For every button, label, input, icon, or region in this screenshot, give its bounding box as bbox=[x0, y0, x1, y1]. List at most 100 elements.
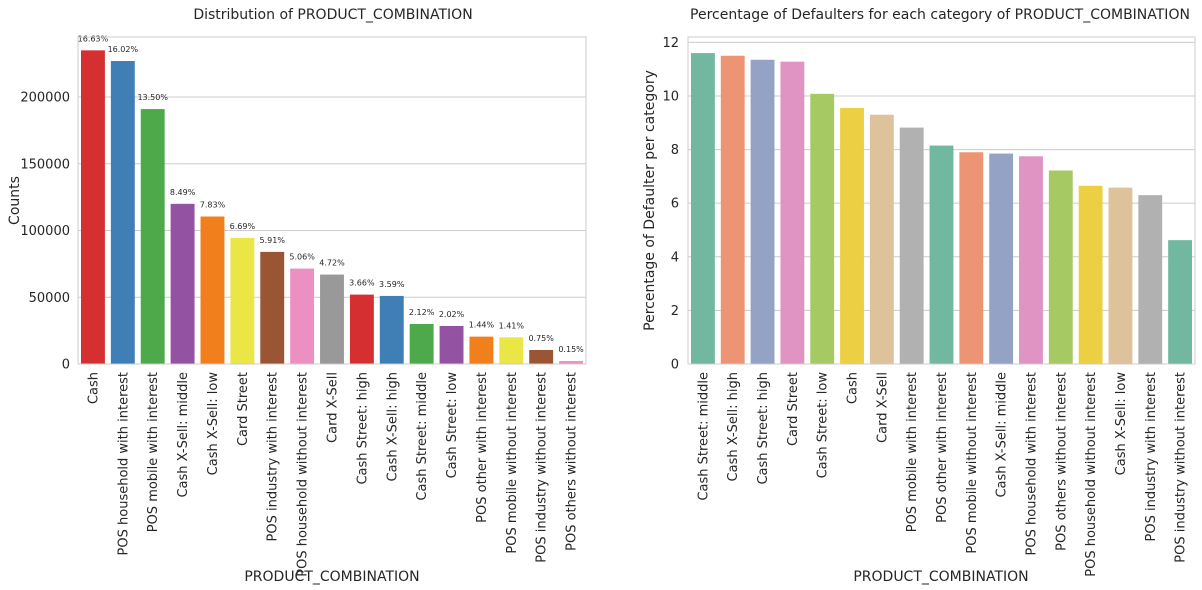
bar bbox=[230, 237, 255, 364]
y-tick-label: 100000 bbox=[20, 224, 70, 239]
x-tick-label: POS others without interest bbox=[1054, 372, 1069, 551]
bar bbox=[469, 336, 494, 364]
y-tick-label: 6 bbox=[671, 197, 679, 212]
data-label: 6.69% bbox=[230, 222, 256, 231]
x-tick-label: Cash Street: high bbox=[756, 372, 771, 485]
data-label: 16.63% bbox=[78, 34, 109, 43]
bar bbox=[320, 274, 344, 364]
bar bbox=[349, 294, 374, 364]
bar bbox=[559, 361, 584, 364]
x-tick-label: POS mobile without interest bbox=[505, 372, 520, 554]
x-tick-label: Cash X-Sell: low bbox=[1114, 372, 1129, 476]
x-tick-label: Cash X-Sell: middle bbox=[995, 372, 1010, 498]
data-label: 8.49% bbox=[170, 188, 196, 197]
data-label: 4.72% bbox=[319, 259, 345, 268]
data-label: 5.91% bbox=[260, 236, 286, 245]
bars bbox=[80, 50, 584, 365]
bar bbox=[80, 50, 105, 365]
y-tick-label: 10 bbox=[662, 89, 679, 104]
x-tick-label: POS other with interest bbox=[475, 372, 490, 523]
y-tick-label: 8 bbox=[671, 143, 679, 158]
data-label: 3.59% bbox=[379, 280, 405, 289]
y-tick-label: 150000 bbox=[20, 157, 70, 172]
bar bbox=[840, 108, 864, 364]
x-tick-label: Cash Street: middle bbox=[696, 372, 711, 501]
y-tick-label: 12 bbox=[662, 36, 679, 51]
x-tick-labels: Cash Street: middle Cash X-Sell: high Cash… bbox=[696, 372, 1188, 577]
x-tick-label: POS other with interest bbox=[935, 372, 950, 523]
bar bbox=[1048, 170, 1073, 364]
x-tick-label: Cash Street: middle bbox=[415, 372, 430, 501]
bar bbox=[720, 55, 745, 364]
chart-title: Distribution of PRODUCT_COMBINATION bbox=[193, 7, 472, 23]
x-tick-label: POS industry without interest bbox=[535, 372, 550, 563]
x-tick-label: Card X-Sell bbox=[326, 372, 341, 443]
x-tick-label: POS household without interest bbox=[1084, 372, 1099, 577]
distribution-chart: Distribution of PRODUCT_COMBINATION 16.6… bbox=[7, 7, 587, 585]
plot-frame bbox=[77, 36, 587, 365]
bar bbox=[780, 61, 805, 364]
x-tick-label: Cash Street: high bbox=[355, 372, 370, 485]
x-tick-label: POS industry without interest bbox=[1174, 372, 1189, 563]
x-tick-label: Cash X-Sell: high bbox=[385, 372, 400, 481]
x-tick-label: Cash X-Sell: middle bbox=[176, 372, 191, 498]
y-tick-label: 0 bbox=[671, 358, 679, 373]
x-axis-label: PRODUCT_COMBINATION bbox=[853, 569, 1028, 585]
defaulters-chart: Percentage of Defaulters for each catego… bbox=[642, 7, 1196, 585]
bar bbox=[1019, 156, 1043, 364]
y-axis-label: Counts bbox=[7, 176, 23, 225]
x-tick-label: Cash X-Sell: high bbox=[726, 372, 741, 481]
x-tick-label: Card Street bbox=[236, 372, 251, 446]
data-label: 5.06% bbox=[289, 253, 315, 262]
data-label: 2.12% bbox=[409, 308, 435, 317]
x-tick-label: Cash Street: low bbox=[816, 372, 831, 479]
data-label: 0.75% bbox=[528, 334, 554, 343]
data-label: 0.15% bbox=[558, 345, 584, 354]
bar bbox=[140, 109, 165, 364]
bar bbox=[439, 325, 464, 364]
x-tick-label: POS industry with interest bbox=[1144, 372, 1159, 541]
x-tick-label: Card Street bbox=[786, 372, 801, 446]
bar bbox=[899, 127, 924, 364]
bar bbox=[379, 295, 404, 364]
bar bbox=[1168, 240, 1193, 364]
bar bbox=[750, 59, 775, 365]
y-tick-label: 2 bbox=[671, 304, 679, 319]
y-tick-labels: 0 2 4 6 8 10 12 bbox=[662, 36, 679, 373]
y-tick-label: 200000 bbox=[20, 91, 70, 106]
bar bbox=[989, 153, 1014, 364]
bar bbox=[290, 268, 315, 364]
data-labels: 16.63% 16.02% 13.50% 8.49% 7.83% 6.69% 5.91%5.… bbox=[78, 34, 584, 354]
data-label: 1.44% bbox=[469, 321, 495, 330]
y-tick-label: 0 bbox=[62, 358, 70, 373]
x-tick-label: POS mobile with interest bbox=[146, 372, 161, 532]
bar bbox=[959, 152, 984, 364]
data-label: 3.66% bbox=[349, 279, 375, 288]
plot-frame bbox=[687, 36, 1196, 365]
data-label: 2.02% bbox=[439, 310, 465, 319]
x-tick-label: Card X-Sell bbox=[875, 372, 890, 443]
x-tick-label: POS industry with interest bbox=[266, 372, 281, 541]
x-axis-label: PRODUCT_COMBINATION bbox=[244, 569, 419, 585]
bar bbox=[409, 323, 434, 364]
x-tick-label: Cash Street: low bbox=[445, 372, 460, 479]
chart-title: Percentage of Defaulters for each catego… bbox=[690, 7, 1190, 23]
bar bbox=[110, 61, 135, 365]
y-tick-label: 50000 bbox=[29, 291, 70, 306]
data-label: 16.02% bbox=[108, 45, 139, 54]
data-label: 13.50% bbox=[137, 93, 168, 102]
x-tick-labels: Cash POS household with interest POS mobil… bbox=[86, 372, 579, 577]
x-tick-label: POS household without interest bbox=[296, 372, 311, 577]
bar bbox=[529, 349, 554, 364]
bar bbox=[499, 337, 524, 364]
bar bbox=[929, 145, 954, 364]
bar bbox=[810, 93, 835, 365]
x-tick-label: POS mobile with interest bbox=[905, 372, 920, 532]
x-tick-label: POS household with interest bbox=[116, 372, 131, 555]
bar bbox=[260, 251, 285, 364]
bar bbox=[1108, 187, 1133, 364]
x-tick-label: POS mobile without interest bbox=[965, 372, 980, 554]
y-tick-labels: 0 50000 100000 150000 200000 bbox=[20, 91, 70, 373]
x-tick-label: Cash bbox=[846, 372, 861, 404]
